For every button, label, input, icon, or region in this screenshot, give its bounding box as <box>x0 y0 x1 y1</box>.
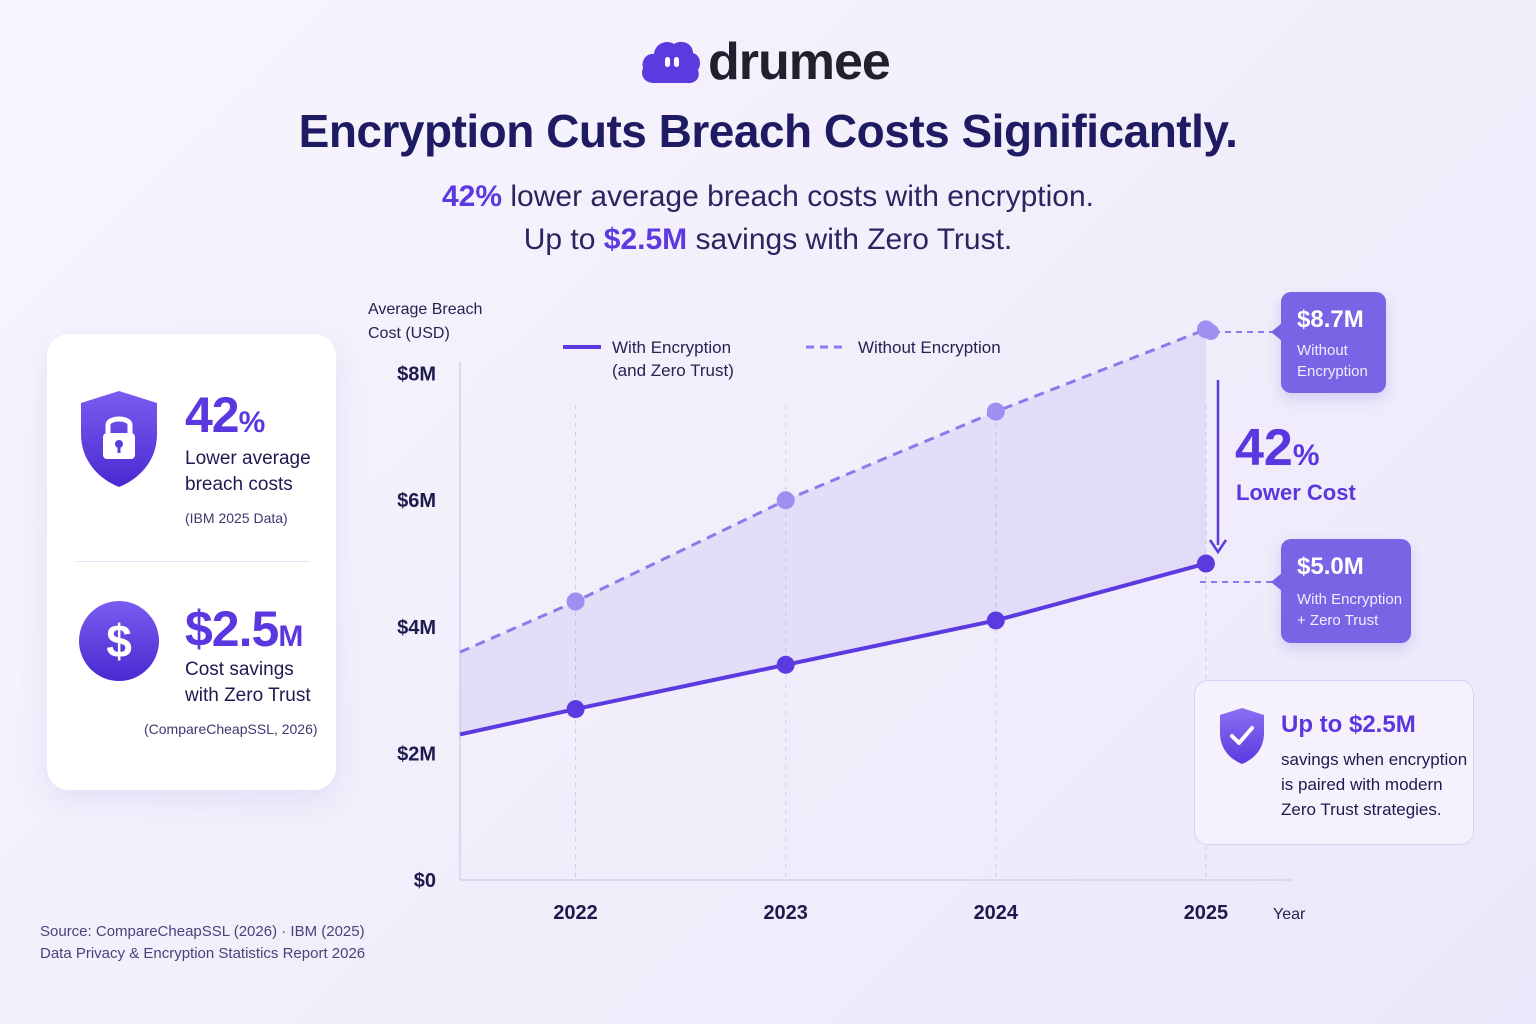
with-encryption-point-2024 <box>986 611 1005 630</box>
shield-check-icon <box>1220 708 1264 764</box>
stats-card: 42% Lower average breach costs (IBM 2025 … <box>47 334 336 790</box>
stat-savings-source: (CompareCheapSSL, 2026) <box>144 721 318 737</box>
savings-gap-area <box>460 329 1206 735</box>
savings-box: Up to $2.5M savings when encryption is pa… <box>1194 680 1474 845</box>
subtitle-text-2: savings with Zero Trust. <box>687 223 1013 256</box>
shield-lock-icon <box>81 391 157 487</box>
stat-42-label: Lower average breach costs <box>185 448 311 495</box>
y-tick-label-$2M: $2M <box>397 743 436 765</box>
callout-with-encryption: $5.0M With Encryption + Zero Trust <box>1281 539 1411 643</box>
axes <box>459 362 1292 881</box>
callout-top-desc: Without Encryption <box>1297 342 1368 380</box>
savings-text: savings when encryption is paired with mo… <box>1281 750 1468 819</box>
top-callout-dot <box>1203 324 1219 340</box>
legend: With Encryption (and Zero Trust) Without… <box>563 338 1001 380</box>
card-divider <box>77 561 309 562</box>
cloud-logo-icon <box>642 41 701 84</box>
y-axis-label-line-2: Cost (USD) <box>368 325 450 342</box>
stat-42-value: 42% <box>185 387 265 443</box>
without-encryption-point-2022 <box>566 592 585 611</box>
legend-with-encryption-line-2: (and Zero Trust) <box>612 361 734 380</box>
savings-heading: Up to $2.5M <box>1281 711 1416 738</box>
legend-with-encryption-line-1: With Encryption <box>612 338 731 357</box>
callout-bottom-value: $5.0M <box>1297 553 1364 580</box>
legend-without-encryption: Without Encryption <box>858 338 1001 357</box>
gap-label: Lower Cost <box>1236 480 1356 505</box>
gap-arrow-head-icon <box>1208 539 1228 555</box>
stat-42-source: (IBM 2025 Data) <box>185 510 288 526</box>
subtitle-text-1: lower average breach costs with encrypti… <box>502 180 1094 213</box>
subtitle-prefix-2: Up to <box>523 223 604 256</box>
x-tick-label-2024: 2024 <box>974 902 1019 924</box>
y-axis-label-line-1: Average Breach <box>368 301 482 318</box>
subtitle-line-1: 42% lower average breach costs with encr… <box>0 180 1536 214</box>
x-tick-label-2023: 2023 <box>763 902 808 924</box>
gap-percent: 42% <box>1235 419 1320 477</box>
callout-without-encryption: $8.7M Without Encryption <box>1281 292 1386 393</box>
callout-bottom-desc: With Encryption + Zero Trust <box>1297 591 1403 629</box>
page-title: Encryption Cuts Breach Costs Significant… <box>298 105 1238 157</box>
callout-top-value: $8.7M <box>1297 306 1364 333</box>
brand-logo: drumee <box>640 32 891 92</box>
without-encryption-point-2023 <box>776 491 795 510</box>
subtitle-line-2: Up to $2.5M savings with Zero Trust. <box>0 223 1536 257</box>
subtitle-highlight-savings: $2.5M <box>603 223 688 256</box>
x-axis-label: Year <box>1273 906 1306 923</box>
stat-savings-value: $2.5M <box>185 601 303 657</box>
y-tick-label-$4M: $4M <box>397 617 436 639</box>
without-encryption-point-2024 <box>986 402 1005 421</box>
y-tick-label-$8M: $8M <box>397 364 436 386</box>
brand-name: drumee <box>708 33 891 91</box>
grid-lines <box>575 405 1207 880</box>
tick-labels: 2022 2023 2024 2025 $0 $2M $4M $6M $8M <box>397 364 1228 924</box>
with-encryption-point-2022 <box>566 700 585 719</box>
series <box>459 320 1215 737</box>
with-encryption-point-2023 <box>776 655 795 674</box>
source-note: Source: CompareCheapSSL (2026) · IBM (20… <box>40 923 366 962</box>
dollar-icon: $ <box>79 601 159 681</box>
x-tick-label-2022: 2022 <box>553 902 598 924</box>
y-tick-label-$6M: $6M <box>397 490 436 512</box>
bottom-callout-tail <box>1271 573 1282 591</box>
x-tick-label-2025: 2025 <box>1184 902 1229 924</box>
with-encryption-point-2025 <box>1196 554 1215 573</box>
subtitle-highlight-percent: 42% <box>441 180 503 213</box>
svg-text:$: $ <box>106 615 132 667</box>
stat-savings-label: Cost savings with Zero Trust <box>185 659 311 706</box>
y-tick-label-$0: $0 <box>414 870 436 892</box>
top-callout-tail <box>1271 323 1282 341</box>
